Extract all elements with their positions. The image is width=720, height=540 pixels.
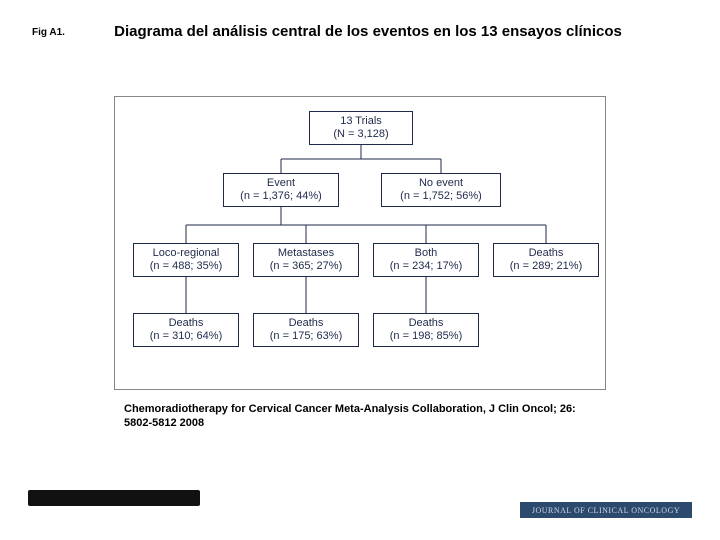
node-line2: (n = 1,752; 56%) (386, 190, 496, 203)
node-line2: (n = 289; 21%) (498, 260, 594, 273)
citation-text: Chemoradiotherapy for Cervical Cancer Me… (124, 402, 594, 431)
node-line2: (n = 198; 85%) (378, 330, 474, 343)
node-loco: Loco-regional(n = 488; 35%) (133, 243, 239, 277)
node-deaths4: Deaths(n = 289; 21%) (493, 243, 599, 277)
node-d1: Deaths(n = 310; 64%) (133, 313, 239, 347)
node-line1: No event (386, 177, 496, 190)
node-noevent: No event(n = 1,752; 56%) (381, 173, 501, 207)
node-line1: 13 Trials (314, 115, 408, 128)
redaction-bar (28, 490, 200, 506)
node-line1: Metastases (258, 247, 354, 260)
node-d3: Deaths(n = 198; 85%) (373, 313, 479, 347)
page-title: Diagrama del análisis central de los eve… (0, 0, 720, 42)
node-line1: Deaths (138, 317, 234, 330)
node-line1: Deaths (378, 317, 474, 330)
node-line2: (n = 1,376; 44%) (228, 190, 334, 203)
node-meta: Metastases(n = 365; 27%) (253, 243, 359, 277)
node-line2: (n = 310; 64%) (138, 330, 234, 343)
node-event: Event(n = 1,376; 44%) (223, 173, 339, 207)
journal-badge: JOURNAL OF CLINICAL ONCOLOGY (520, 502, 692, 518)
node-d2: Deaths(n = 175; 63%) (253, 313, 359, 347)
node-line1: Deaths (258, 317, 354, 330)
node-root: 13 Trials(N = 3,128) (309, 111, 413, 145)
node-line1: Event (228, 177, 334, 190)
node-line1: Both (378, 247, 474, 260)
node-line1: Deaths (498, 247, 594, 260)
node-line2: (n = 488; 35%) (138, 260, 234, 273)
node-line2: (n = 234; 17%) (378, 260, 474, 273)
node-line1: Loco-regional (138, 247, 234, 260)
node-line2: (N = 3,128) (314, 128, 408, 141)
diagram-frame: 13 Trials(N = 3,128) Event(n = 1,376; 44%… (114, 96, 606, 390)
figure-label: Fig A1. (32, 27, 65, 38)
node-both: Both(n = 234; 17%) (373, 243, 479, 277)
node-line2: (n = 175; 63%) (258, 330, 354, 343)
node-line2: (n = 365; 27%) (258, 260, 354, 273)
